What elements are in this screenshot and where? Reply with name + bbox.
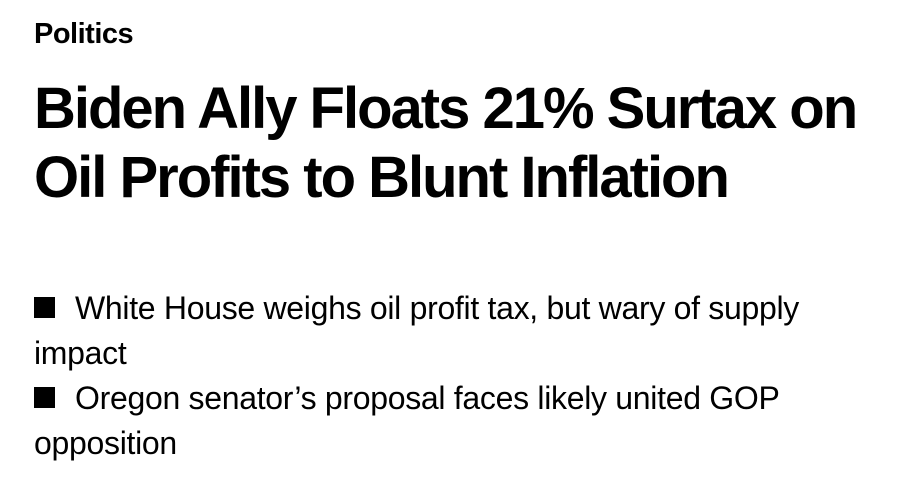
- summary-bullets: White House weighs oil profit tax, but w…: [34, 286, 874, 466]
- summary-bullet-text: White House weighs oil profit tax, but w…: [34, 290, 799, 371]
- summary-bullet: White House weighs oil profit tax, but w…: [34, 286, 874, 376]
- summary-bullet-text: Oregon senator’s proposal faces likely u…: [34, 380, 779, 461]
- square-bullet-icon: [34, 387, 55, 408]
- square-bullet-icon: [34, 297, 55, 318]
- headline[interactable]: Biden Ally Floats 21% Surtax on Oil Prof…: [34, 76, 858, 210]
- section-label[interactable]: Politics: [34, 18, 134, 50]
- summary-bullet: Oregon senator’s proposal faces likely u…: [34, 376, 874, 466]
